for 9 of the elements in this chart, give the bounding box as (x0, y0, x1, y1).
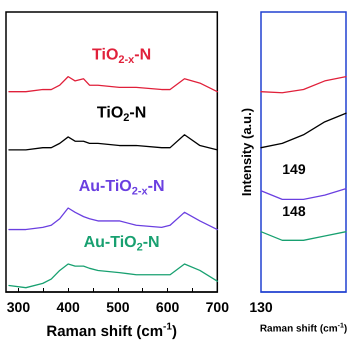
annotation: 148 (282, 203, 306, 220)
y-axis-title: Intensity (a.u.) (239, 108, 254, 196)
x-tick-label: 300 (6, 299, 30, 315)
x-tick-label: 700 (206, 299, 230, 315)
x-tick-label: 400 (56, 299, 80, 315)
x-tick-label: 600 (156, 299, 180, 315)
text: 130 (249, 299, 273, 315)
annotation: 149 (282, 161, 306, 178)
x-tick-label: 500 (106, 299, 130, 315)
